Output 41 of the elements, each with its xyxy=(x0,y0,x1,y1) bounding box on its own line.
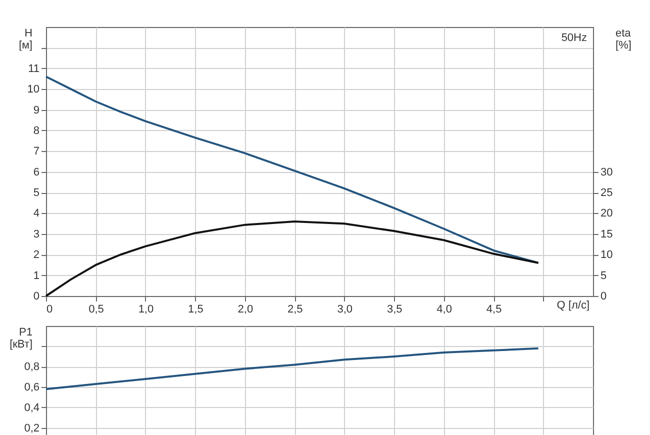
y-tick-label: 0,4 xyxy=(24,402,40,414)
y-tick-label: 0 xyxy=(33,290,40,302)
x-tick-label: 4,0 xyxy=(436,304,452,316)
x-tick-label: 1,5 xyxy=(188,304,204,316)
y2-tick-label: 30 xyxy=(600,166,613,178)
x-tick-label: 0,5 xyxy=(88,304,104,316)
x-tick-label: 4,5 xyxy=(486,304,502,316)
line-series xyxy=(45,220,540,297)
x-tick-label: 1,0 xyxy=(138,304,154,316)
y2-tick-label: 25 xyxy=(600,187,613,200)
y2-tick-label: 10 xyxy=(600,249,613,262)
y-tick-label: 4 xyxy=(33,208,40,220)
y-tick-label: 8 xyxy=(33,124,40,137)
y-tick-label: 6 xyxy=(33,166,40,178)
x-tick-label: 0 xyxy=(46,304,53,316)
y-tick-label: 2 xyxy=(33,249,40,262)
x-tick-label: 2,0 xyxy=(238,304,254,316)
x-tick-label: 3,0 xyxy=(337,304,353,316)
annotation: 50Hz xyxy=(561,32,587,44)
y2-axis-title: eta [%] xyxy=(616,28,632,52)
y-axis-title: P1 [кВт] xyxy=(10,326,32,350)
x-axis-title: Q [л/с] xyxy=(556,300,590,312)
y-tick-label: 0,8 xyxy=(24,361,40,374)
y-axis-title: H [м] xyxy=(18,28,33,52)
line-series xyxy=(45,347,540,390)
y-tick-label: 10 xyxy=(27,84,40,96)
y2-tick-label: 5 xyxy=(600,270,607,282)
y-tick-label: 1 xyxy=(33,270,40,282)
y-tick-label: 11 xyxy=(28,62,40,75)
y-tick-label: 0,6 xyxy=(24,382,40,394)
y2-tick-label: 0 xyxy=(600,290,607,302)
y-tick-label: 7 xyxy=(33,146,40,158)
y-tick-label: 5 xyxy=(33,187,40,200)
y-tick-label: 9 xyxy=(33,104,40,116)
y-tick-label: 0,2 xyxy=(24,422,40,434)
y2-tick-label: 20 xyxy=(600,208,613,220)
x-tick-label: 3,5 xyxy=(386,304,402,316)
y-tick-label: 3 xyxy=(33,228,40,240)
x-tick-label: 2,5 xyxy=(287,304,303,316)
line-series xyxy=(45,76,540,264)
y2-tick-label: 15 xyxy=(600,228,613,240)
